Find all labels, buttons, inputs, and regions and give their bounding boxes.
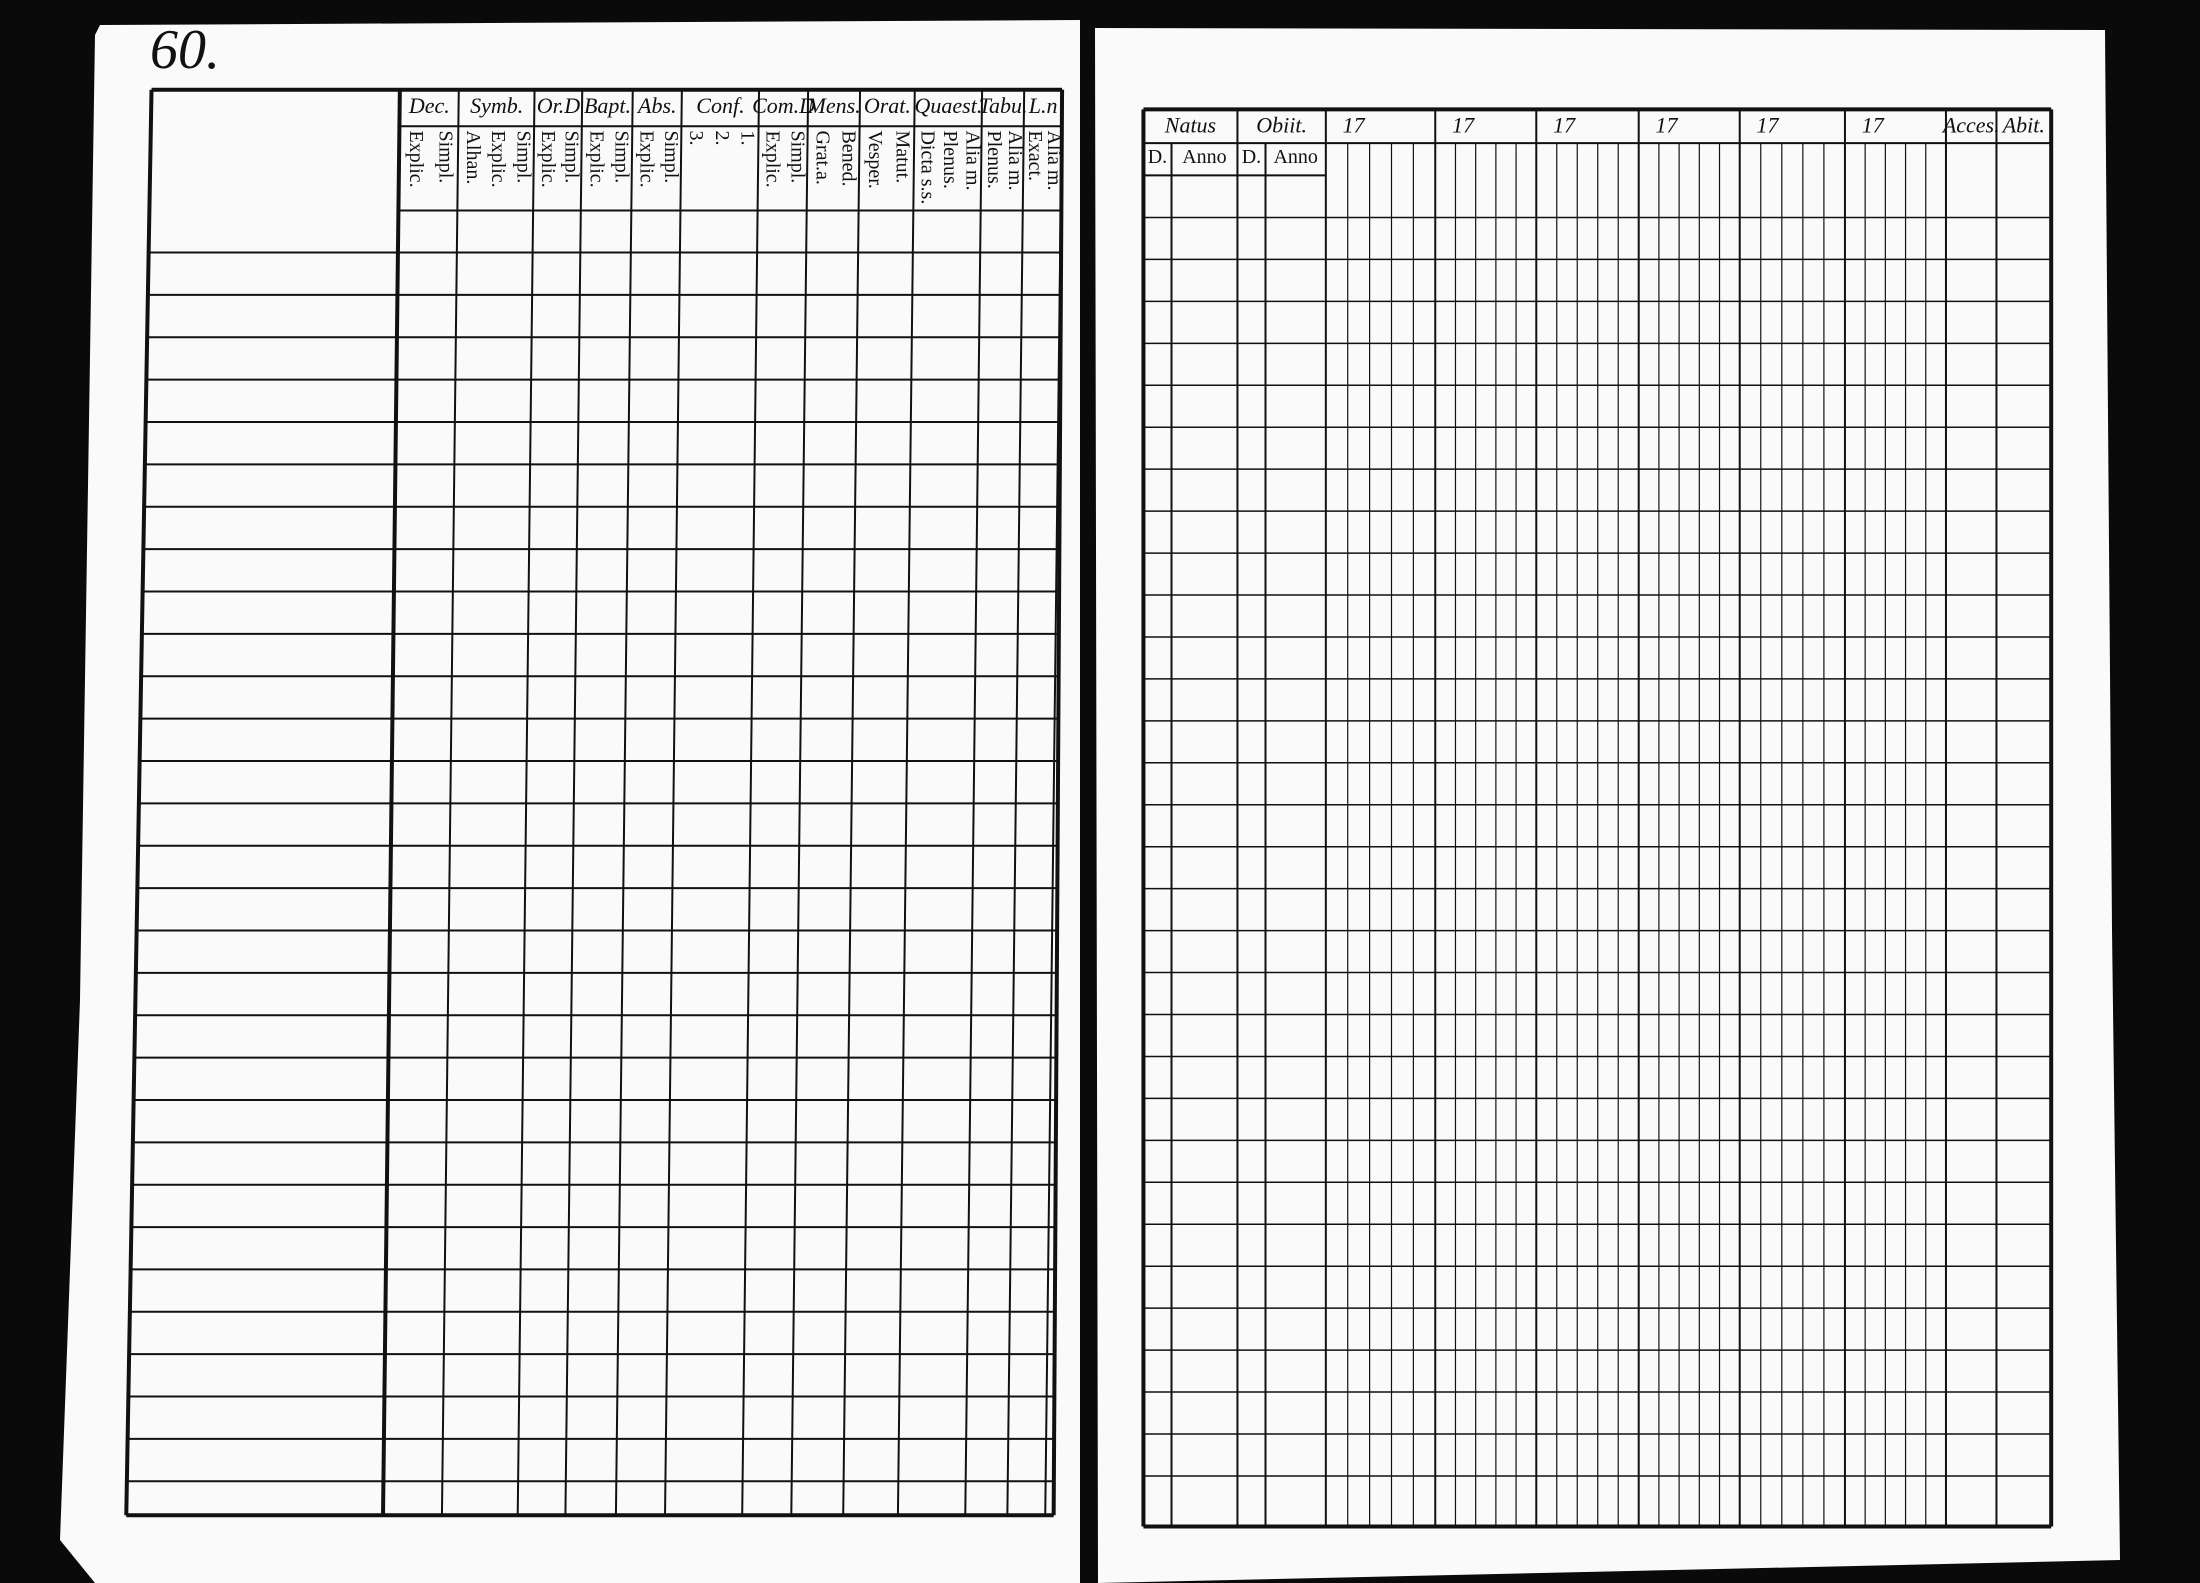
column-title: Abit. <box>2001 113 2045 138</box>
column-subtitle: D. <box>1148 146 1167 168</box>
rule <box>964 89 984 1516</box>
column-subtitle: Alia m. <box>961 130 983 190</box>
rule <box>790 89 810 1516</box>
column-subtitle: Simpl. <box>434 130 456 183</box>
column-subtitle: Simpl. <box>561 130 583 183</box>
column-subtitle: Explic. <box>405 130 427 187</box>
column-subtitle: Explic. <box>762 130 784 187</box>
column-subtitle: Explic. <box>537 130 559 187</box>
column-title: 17 <box>1452 113 1475 138</box>
rule <box>664 89 683 1516</box>
column-title: Natus <box>1164 113 1216 138</box>
column-title: Dec. <box>408 93 450 118</box>
column-subtitle: Vesper. <box>864 130 886 188</box>
column-subtitle: Simpl. <box>512 130 534 183</box>
column-subtitle: Plenus. <box>983 130 1005 188</box>
column-subtitle: Alia m. <box>1004 130 1026 190</box>
column-title: L.n <box>1028 93 1058 118</box>
rule <box>564 89 584 1516</box>
column-title: 17 <box>1553 113 1576 138</box>
column-subtitle: Plenus. <box>939 130 961 188</box>
column-subtitle: Dicta s.s. <box>916 130 938 204</box>
column-title: Or.D <box>537 93 581 118</box>
rule <box>896 89 916 1516</box>
column-subtitle: Matut. <box>891 130 913 183</box>
column-title: Orat. <box>864 93 911 118</box>
rule <box>516 89 536 1516</box>
rule <box>1006 89 1026 1516</box>
rule <box>381 89 402 1516</box>
column-subtitle: Explic. <box>635 130 657 187</box>
column-subtitle: Alhan. <box>462 130 484 184</box>
column-title: Symb. <box>470 93 523 118</box>
column-subtitle: 2. <box>711 130 733 145</box>
rule <box>741 89 761 1516</box>
column-title: Quaest. <box>915 93 983 118</box>
rule <box>614 89 634 1516</box>
column-subtitle: Simpl. <box>611 130 633 183</box>
column-title: 17 <box>1656 113 1679 138</box>
column-subtitle: Simpl. <box>786 130 808 183</box>
column-title: 17 <box>1343 113 1366 138</box>
column-subtitle: 1. <box>737 130 759 145</box>
column-subtitle: Anno <box>1182 146 1226 168</box>
column-subtitle: Anno <box>1273 146 1317 168</box>
column-subtitle: Explic. <box>585 130 607 187</box>
column-title: Abs. <box>636 93 677 118</box>
column-title: 17 <box>1757 113 1780 138</box>
rule <box>842 89 862 1516</box>
column-title: Com.D <box>752 93 815 118</box>
column-title: 17 <box>1862 113 1885 138</box>
column-title: Obiit. <box>1256 113 1307 138</box>
column-title: Tabu. <box>979 93 1028 118</box>
column-subtitle: 3. <box>685 130 707 145</box>
column-subtitle: D. <box>1242 146 1261 168</box>
column-subtitle: Grat.a. <box>812 130 834 184</box>
column-subtitle: Bened. <box>837 130 859 186</box>
rule <box>1051 89 1065 1516</box>
column-subtitle: Simpl. <box>660 130 682 183</box>
rule <box>1044 89 1064 1516</box>
column-subtitle: Explic. <box>487 130 509 187</box>
page-number: 60. <box>150 19 220 81</box>
rule <box>440 89 460 1516</box>
column-title: Mens. <box>807 93 861 118</box>
column-subtitle: Exact. <box>1024 130 1046 181</box>
column-title: Bapt. <box>584 93 631 118</box>
column-title: Acces. <box>1941 113 2000 138</box>
left-page <box>60 20 1080 1583</box>
column-title: Conf. <box>696 93 744 118</box>
column-subtitle: Alia m. <box>1043 130 1065 190</box>
